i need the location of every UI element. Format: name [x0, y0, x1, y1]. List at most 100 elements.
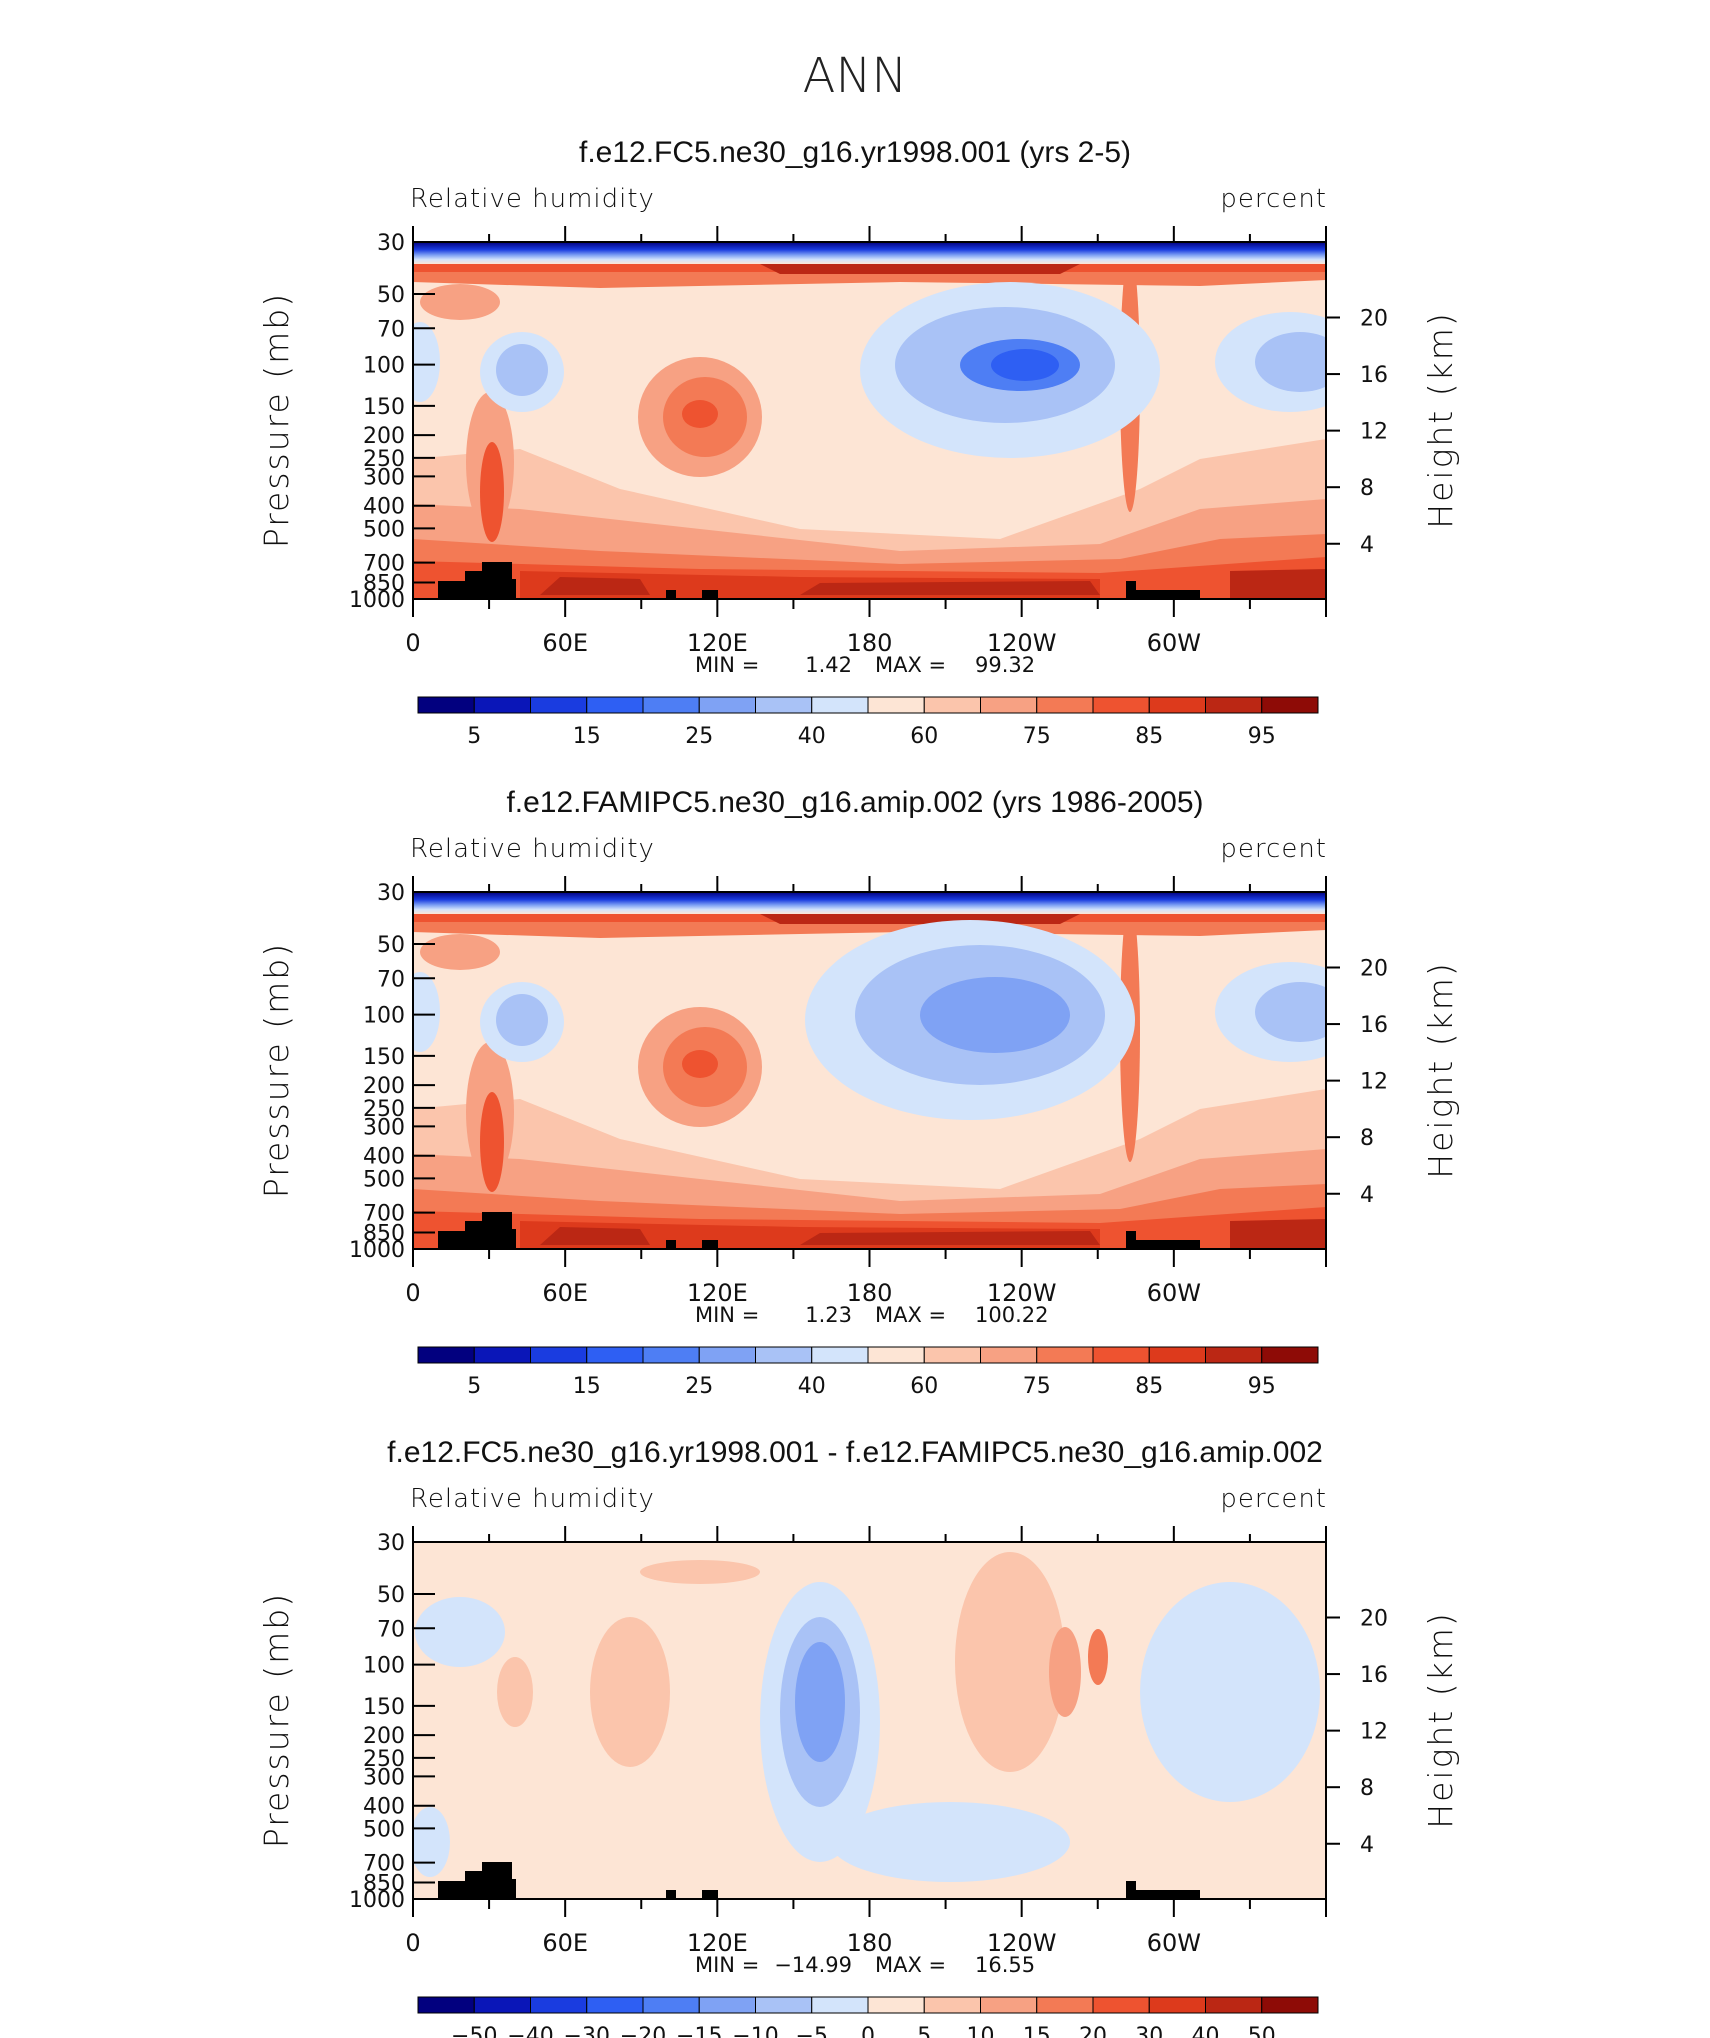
colorbar-label: 5 [917, 2024, 931, 2038]
max-value: 16.55 [975, 1953, 1035, 1977]
y-tick-label: 30 [377, 1531, 405, 1556]
terrain-mask [510, 1229, 516, 1249]
y-tick-label: 700 [363, 1852, 405, 1877]
y-tick-right-label: 20 [1360, 307, 1388, 332]
stratosphere-band [413, 892, 1326, 914]
colorbar-swatch [980, 1346, 1038, 1364]
dry-region [991, 349, 1059, 381]
y-tick-label: 100 [363, 1654, 405, 1679]
min-label: MIN = [695, 1303, 759, 1327]
units-label: percent [1220, 834, 1327, 864]
colorbar-label: 5 [467, 724, 481, 749]
field-band [1230, 1219, 1326, 1249]
colorbar-label: −20 [620, 2024, 666, 2038]
dry-region [496, 994, 548, 1046]
colorbar-label: 60 [910, 1374, 938, 1399]
y-tick-label: 250 [363, 447, 405, 472]
colorbar-label: −50 [451, 2024, 497, 2038]
colorbar-swatch [980, 1996, 1038, 2014]
terrain-mask [666, 590, 676, 599]
y-tick-label: 500 [363, 517, 405, 542]
y-tick-label: 70 [377, 1617, 405, 1642]
terrain-mask [482, 562, 512, 599]
colorbar-label: 40 [798, 724, 826, 749]
y-tick-right-label: 20 [1360, 957, 1388, 982]
y-tick-label: 200 [363, 424, 405, 449]
y-tick-label: 700 [363, 1202, 405, 1227]
colorbar-label: 75 [1023, 724, 1051, 749]
colorbar-swatch [586, 696, 644, 714]
field-contour [480, 442, 504, 542]
colorbar-label: −40 [507, 2024, 553, 2038]
colorbar-swatch [417, 696, 475, 714]
colorbar-label: 95 [1248, 724, 1276, 749]
x-tick-label: 60E [542, 1279, 588, 1307]
colorbar-swatch [642, 1346, 700, 1364]
field-contour [420, 934, 500, 970]
y-tick-label: 1000 [349, 1238, 405, 1263]
terrain-mask [702, 1890, 718, 1899]
y-tick-label: 250 [363, 1747, 405, 1772]
panel-2: f.e12.FAMIPC5.ne30_g16.amip.002 (yrs 198… [257, 786, 1460, 1399]
y-axis-label-right: Height (km) [1421, 311, 1460, 528]
terrain-mask [1136, 590, 1200, 599]
y-tick-right-label: 16 [1360, 363, 1388, 388]
stratosphere-band [413, 242, 1326, 264]
colorbar-swatch [1092, 1996, 1150, 2014]
colorbar-swatch [1036, 1996, 1094, 2014]
min-value: 1.42 [805, 653, 852, 677]
colorbar-swatch [698, 696, 756, 714]
y-tick-right-label: 8 [1360, 1776, 1374, 1801]
y-tick-right-label: 12 [1360, 420, 1388, 445]
y-tick-label: 400 [363, 1795, 405, 1820]
panel-title: f.e12.FC5.ne30_g16.yr1998.001 - f.e12.FA… [387, 1436, 1323, 1469]
terrain-mask [482, 1862, 512, 1899]
colorbar-swatch [1092, 696, 1150, 714]
x-tick-label: 60W [1147, 1929, 1201, 1957]
max-label: MAX = [875, 1303, 946, 1327]
panel-1: f.e12.FC5.ne30_g16.yr1998.001 (yrs 2-5) R… [257, 136, 1460, 749]
diff-contour [955, 1552, 1065, 1772]
dry-region [496, 344, 548, 396]
colorbar-swatch [867, 1996, 925, 2014]
colorbar-swatch [1205, 696, 1263, 714]
y-tick-label: 1000 [349, 588, 405, 613]
units-label: percent [1220, 1484, 1327, 1514]
y-tick-label: 70 [377, 317, 405, 342]
x-tick-label: 60W [1147, 1279, 1201, 1307]
terrain-mask [666, 1890, 676, 1899]
colorbar-label: 15 [1023, 2024, 1051, 2038]
y-tick-label: 300 [363, 1765, 405, 1790]
colorbar-swatch [586, 1996, 644, 2014]
colorbar-swatch [923, 1996, 981, 2014]
y-tick-right-label: 4 [1360, 1183, 1374, 1208]
field-band [1230, 569, 1326, 599]
colorbar-swatch [473, 696, 531, 714]
y-tick-label: 30 [377, 231, 405, 256]
max-label: MAX = [875, 1953, 946, 1977]
colorbar-swatch [1261, 1996, 1319, 2014]
y-tick-label: 400 [363, 495, 405, 520]
y-tick-right-label: 8 [1360, 1126, 1374, 1151]
field-band [760, 264, 1080, 274]
field-band [540, 577, 650, 595]
y-tick-label: 500 [363, 1817, 405, 1842]
colorbar-label: −15 [676, 2024, 722, 2038]
field-contour [420, 284, 500, 320]
colorbar-swatch [980, 696, 1038, 714]
colorbar-swatch [867, 1346, 925, 1364]
y-tick-label: 100 [363, 1004, 405, 1029]
y-tick-label: 1000 [349, 1888, 405, 1913]
colorbar-label: 30 [1135, 2024, 1163, 2038]
terrain-mask [702, 1240, 718, 1249]
colorbar-label: 60 [910, 724, 938, 749]
variable-label: Relative humidity [410, 1484, 655, 1514]
colorbar-label: 0 [861, 2024, 875, 2038]
colorbar-swatch [923, 696, 981, 714]
colorbar-label: 25 [685, 1374, 713, 1399]
dry-region [1255, 982, 1326, 1042]
colorbar-swatch [755, 1996, 813, 2014]
y-tick-label: 250 [363, 1097, 405, 1122]
colorbar-swatch [698, 1346, 756, 1364]
panel-title: f.e12.FC5.ne30_g16.yr1998.001 (yrs 2-5) [579, 136, 1131, 169]
